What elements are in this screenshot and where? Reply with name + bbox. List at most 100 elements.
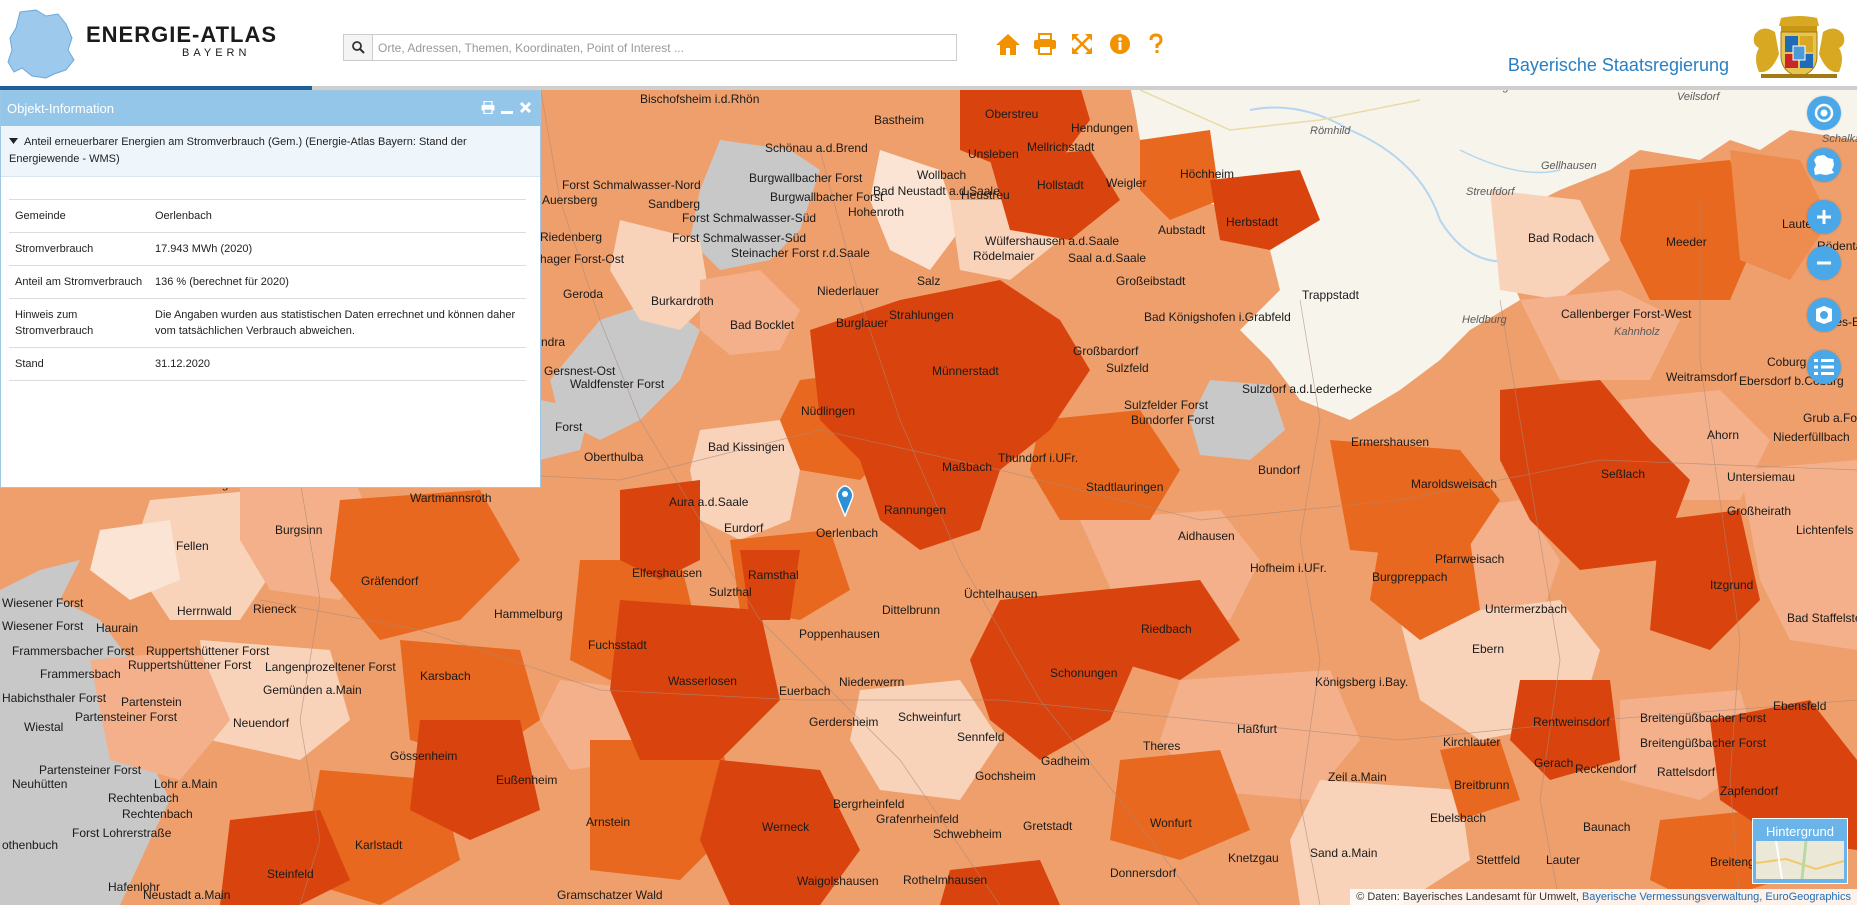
zoom-in-button[interactable] [1807,200,1841,234]
print-button[interactable] [1031,30,1059,58]
zoom-out-button[interactable] [1807,246,1841,280]
map-label: Breitbrunn [1454,778,1510,792]
map-label: Untermerzbach [1485,602,1568,616]
map-label: Rentweinsdorf [1533,715,1610,729]
bavaria-map-icon[interactable] [6,8,76,80]
map-label: Trappstadt [1302,288,1359,302]
layers-button[interactable] [1807,298,1841,332]
info-row: Gemeinde Oerlenbach [9,199,526,233]
map-label: Riedbach [1141,622,1192,636]
map-label: Riedenberg [540,230,603,244]
search-bar [343,34,957,61]
search-button[interactable] [344,35,373,60]
map-label: Arnstein [586,815,631,829]
minimize-icon[interactable] [501,101,513,114]
panel-header[interactable]: Objekt-Information [1,91,540,126]
map-label: Weitramsdorf [1666,370,1738,384]
map-label: Gerdersheim [809,715,879,729]
search-input[interactable] [376,37,950,59]
coat-of-arms-icon [1753,16,1845,78]
map-label: Salz [917,274,941,288]
map-label: Ebensfeld [1773,699,1827,713]
help-button[interactable] [1142,30,1170,58]
map-label: Itzgrund [1710,578,1754,592]
map-label: Bastheim [874,113,925,127]
map-label: Gadheim [1041,754,1090,768]
map-label: Baunach [1583,820,1631,834]
map-label: Neuhütten [12,777,68,791]
print-icon[interactable] [481,101,495,114]
map-label: Breitengüßbacher Forst [1640,711,1767,725]
map-label: Eurdorf [724,521,764,535]
map-label: Gössenheim [390,749,458,763]
overview-button[interactable] [1807,148,1841,182]
map-label: Untersiemau [1727,470,1796,484]
info-row: Stromverbrauch 17.943 MWh (2020) [9,232,526,266]
government-name[interactable]: Bayerische Staatsregierung [1507,55,1729,75]
map-label: Breitengüßbacher Forst [1640,736,1767,750]
map-label: Hollstadt [1037,178,1084,192]
map-label: Gersnest-Ost [544,364,616,378]
map-label: Schweinfurt [898,710,961,724]
locate-button[interactable] [1807,96,1841,130]
map-label: Zapfendorf [1720,784,1779,798]
map-label: hager Forst-Ost [540,252,625,266]
map-label: Ebern [1472,642,1505,656]
map-label: Wartmannsroth [410,491,492,505]
map-label: Ramsthal [748,568,799,582]
map-label: Schwebheim [933,827,1002,841]
map-label: Wasserlosen [668,674,737,688]
panel-toolbar [481,101,532,114]
home-button[interactable] [994,30,1022,58]
map-label-outside: Römhild [1310,125,1351,137]
map-label: Höchheim [1180,167,1235,181]
info-icon [1110,34,1130,54]
map-label: Niederfüllbach [1773,430,1850,444]
map-label: Forst [555,420,583,434]
map-label: Sulzfeld [1106,361,1149,375]
background-label: Hintergrund [1766,824,1834,839]
background-switcher[interactable]: Hintergrund [1752,818,1848,884]
map-label-outside: Veilsdorf [1677,91,1720,103]
map-label: Ruppertshüttener Forst [128,658,252,672]
map-label: Unsleben [968,147,1019,161]
logo-title[interactable]: ENERGIE-ATLAS [86,22,278,47]
location-marker-icon[interactable] [836,485,854,517]
layer-section[interactable]: Anteil erneuerbarer Energien am Stromver… [1,126,540,177]
caret-down-icon[interactable] [9,138,18,145]
map-label: Wiestal [24,720,64,734]
map-label: Haurain [96,621,139,635]
map-label: Bundorf [1258,463,1301,477]
attribution-links[interactable]: Bayerische Vermessungsverwaltung, EuroGe… [1581,891,1851,903]
map-label: Karlstadt [355,838,403,852]
map-label: Poppenhausen [799,627,880,641]
map-label: Burgwallbacher Forst [770,190,884,204]
map-label: Coburg [1767,355,1807,369]
zoom-out-icon [1817,261,1831,265]
layers-icon [1816,306,1832,324]
close-icon[interactable] [519,101,532,114]
map-label: Callenberger Forst-West [1561,307,1692,321]
map-label: Auersberg [542,193,598,207]
map-label: Rödelmaier [973,249,1035,263]
map-label: Pfarrweisach [1435,552,1505,566]
legend-button[interactable] [1807,350,1841,384]
map-label: Wollbach [917,168,967,182]
map-label: Elfershausen [632,566,703,580]
map-label: Zeil a.Main [1328,770,1387,784]
map-label: Gochsheim [975,769,1036,783]
map-label: Sulzdorf a.d.Lederhecke [1242,382,1373,396]
map-label: Thundorf i.UFr. [998,451,1079,465]
map-label: Königsberg i.Bay. [1315,675,1409,689]
info-button[interactable] [1106,30,1134,58]
map-label: Fellen [176,539,209,553]
map-label: Wülfershausen a.d.Saale [985,234,1120,248]
map-label: Saal a.d.Saale [1068,251,1147,265]
map-label: Dittelbrunn [882,603,941,617]
map-label: Haßfurt [1237,722,1278,736]
map-label: Burkardroth [651,294,714,308]
map-label: Hohenroth [848,205,905,219]
map-label: Niederwerrn [839,675,905,689]
map-label: Herbstadt [1226,215,1279,229]
fullscreen-button[interactable] [1068,30,1096,58]
